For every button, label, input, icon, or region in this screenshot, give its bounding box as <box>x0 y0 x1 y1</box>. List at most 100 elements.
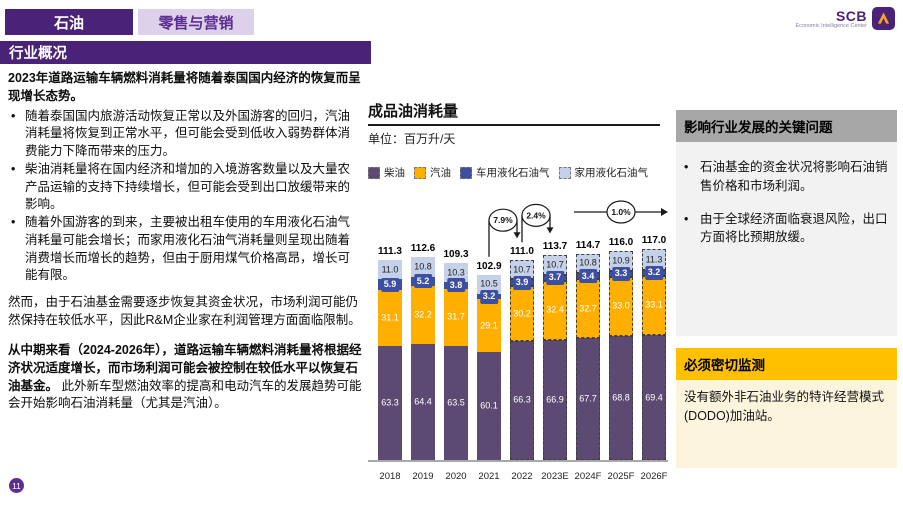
segment-2026F-汽油: 33.1 <box>642 275 666 336</box>
legend-item-家用液化石油气: 家用液化石油气 <box>558 165 648 180</box>
bar-total-2019: 112.6 <box>410 243 436 255</box>
bar-2018: 63.3 31.1 5.9 11.0 <box>378 259 402 460</box>
segment-value: 63.5 <box>447 397 465 408</box>
x-axis-label-2026F: 2026F <box>640 471 668 482</box>
page-number: 11 <box>12 480 21 491</box>
segment-2019-柴油: 64.4 <box>411 344 435 460</box>
segment-2025F-车用液化石油气: 3.3 <box>609 266 633 281</box>
segment-value: 3.4 <box>579 269 597 284</box>
chart-title: 成品油消耗量 <box>368 100 660 126</box>
segment-2025F-柴油: 68.8 <box>609 336 633 460</box>
x-axis-line <box>368 460 668 462</box>
segment-2023E-柴油: 66.9 <box>543 339 567 460</box>
scb-emblem-icon <box>877 12 890 24</box>
legend-item-车用液化石油气: 车用液化石油气 <box>460 165 550 180</box>
segment-value: 29.1 <box>480 320 498 331</box>
segment-2022-柴油: 66.3 <box>510 340 534 460</box>
chart-plot: 63.3 31.1 5.9 11.0 111.3 2018 64.4 32.2 5.2 10.8 1… <box>368 192 670 482</box>
growth-label: 2.4% <box>526 210 546 220</box>
segment-value: 32.4 <box>546 304 564 315</box>
tab-oil-label: 石油 <box>53 14 84 32</box>
segment-2025F-汽油: 33.0 <box>609 276 633 337</box>
segment-2023E-车用液化石油气: 3.7 <box>543 270 567 285</box>
key-issues-body: • 石油基金的资金状况将影响石油销售价格和市场利润。 • 由于全球经济面临衰退风… <box>676 142 897 336</box>
tab-retail-marketing-label: 零售与营销 <box>158 14 234 32</box>
growth-bubble <box>521 203 551 227</box>
segment-value: 67.7 <box>579 393 597 404</box>
watch-body: 没有额外非石油业务的特许经营模式(DODO)加油站。 <box>676 380 897 468</box>
segment-value: 30.2 <box>513 308 531 319</box>
bar-total-2025F: 116.0 <box>608 237 634 249</box>
bullet-marker: • <box>684 211 689 226</box>
bullet-marker: • <box>11 215 16 229</box>
segment-2019-汽油: 32.2 <box>411 286 435 345</box>
bar-total-2018: 111.3 <box>378 245 402 257</box>
bar-2026F: 69.4 33.1 3.2 11.3 <box>642 249 666 460</box>
segment-2018-车用液化石油气: 5.9 <box>378 277 402 292</box>
chart-legend: 柴油 汽油 车用液化石油气 家用液化石油气 <box>368 165 670 180</box>
bar-2022: 66.3 30.2 3.9 10.7 <box>510 260 534 460</box>
segment-2020-汽油: 31.7 <box>444 288 468 346</box>
bar-2024F: 67.7 32.7 3.4 10.8 <box>576 253 600 460</box>
key-issues-panel: 影响行业发展的关键问题 • 石油基金的资金状况将影响石油销售价格和市场利润。 •… <box>676 110 897 468</box>
bar-2020: 63.5 31.7 3.8 10.3 <box>444 263 468 460</box>
bullet-marker: • <box>684 160 689 174</box>
paragraph-mid-term-bold: 从中期来看（2024-2026年），道路运输车辆燃料消耗量将根据经济状况适度增长… <box>8 343 362 393</box>
segment-2020-车用液化石油气: 3.8 <box>444 278 468 293</box>
segment-value: 10.7 <box>513 264 531 275</box>
x-axis-label-2023E: 2023E <box>541 471 569 482</box>
bar-2025F: 68.8 33.0 3.3 10.9 <box>609 251 633 460</box>
segment-2020-家用液化石油气: 10.3 <box>444 263 468 282</box>
segment-2020-柴油: 63.5 <box>444 345 468 460</box>
legend-swatch-icon <box>460 166 472 179</box>
paragraph-mid-term-tail: 此外新车型燃油效率的提高和电动汽车的发展趋势可能会开始影响石油消耗量（尤其是汽油… <box>8 378 362 411</box>
key-issue-oil-fund: • 石油基金的资金状况将影响石油销售价格和市场利润。 <box>682 158 889 196</box>
x-axis-label-2022: 2022 <box>511 471 533 482</box>
segment-value: 10.8 <box>414 261 432 272</box>
segment-value: 11.0 <box>381 264 399 275</box>
segment-value: 32.7 <box>579 303 597 314</box>
segment-value: 10.5 <box>480 278 498 289</box>
bar-total-2026F: 117.0 <box>641 235 667 247</box>
segment-value: 31.1 <box>381 312 399 323</box>
segment-2024F-汽油: 32.7 <box>576 279 600 339</box>
segment-value: 32.2 <box>414 309 432 320</box>
industry-overview-text: 2023年道路运输车辆燃料消耗量将随着泰国国内经济的恢复而呈现增长态势。 • 随… <box>8 70 362 426</box>
x-axis-label-2020: 2020 <box>445 471 467 482</box>
key-issue-oil-fund-text: 石油基金的资金状况将影响石油销售价格和市场利润。 <box>700 160 888 193</box>
bullet-gasoline: • 随着泰国国内旅游活动恢复正常以及外国游客的回归，汽油消耗量将恢复到正常水平，… <box>8 108 362 161</box>
segment-value: 3.7 <box>546 270 564 285</box>
bar-2019: 64.4 32.2 5.2 10.8 <box>411 257 435 460</box>
segment-2018-家用液化石油气: 11.0 <box>378 259 402 280</box>
x-axis-label-2025F: 2025F <box>607 471 635 482</box>
legend-label: 柴油 <box>384 167 405 179</box>
paragraph-oil-fund: 然而，由于石油基金需要逐步恢复其资金状况，市场利润可能仍然保持在较低水平，因此R… <box>8 295 361 327</box>
bar-total-2021: 102.9 <box>476 260 502 272</box>
watch-header: 必须密切监测 <box>676 348 897 380</box>
paragraph-mid-term: 从中期来看（2024-2026年），道路运输车辆燃料消耗量将根据经济状况适度增长… <box>8 342 362 413</box>
growth-bubble <box>606 200 636 224</box>
segment-value: 69.4 <box>645 392 663 403</box>
legend-swatch-icon <box>368 166 380 179</box>
segment-2019-车用液化石油气: 5.2 <box>411 274 435 289</box>
segment-value: 31.7 <box>447 311 465 322</box>
section-title-bar: 行业概况 <box>0 41 371 64</box>
segment-2021-柴油: 60.1 <box>477 351 501 460</box>
segment-2026F-柴油: 69.4 <box>642 335 666 460</box>
bar-total-2020: 109.3 <box>443 249 469 261</box>
x-axis-label-2021: 2021 <box>478 471 500 482</box>
section-title: 行业概况 <box>9 46 67 62</box>
segment-value: 3.2 <box>480 289 498 304</box>
segment-value: 10.7 <box>546 259 564 270</box>
key-issue-recession: • 由于全球经济面临衰退风险，出口方面将比预期放缓。 <box>682 210 889 248</box>
key-issues-header: 影响行业发展的关键问题 <box>676 110 897 142</box>
segment-2021-汽油: 29.1 <box>477 299 501 352</box>
chart-section: 成品油消耗量 单位：百万升/天 柴油 汽油 车用液化石油气 家用液化石油气 63.3 3… <box>368 100 670 482</box>
segment-2018-柴油: 63.3 <box>378 346 402 460</box>
bar-total-2024F: 114.7 <box>575 239 601 251</box>
segment-value: 66.3 <box>513 394 531 405</box>
bullet-lpg-text: 随着外国游客的到来，主要被出租车使用的车用液化石油气消耗量可能会增长；而家用液化… <box>25 215 351 283</box>
x-axis-label-2018: 2018 <box>379 471 401 482</box>
scb-logo: SCB Economic Intelligence Center <box>795 7 895 31</box>
